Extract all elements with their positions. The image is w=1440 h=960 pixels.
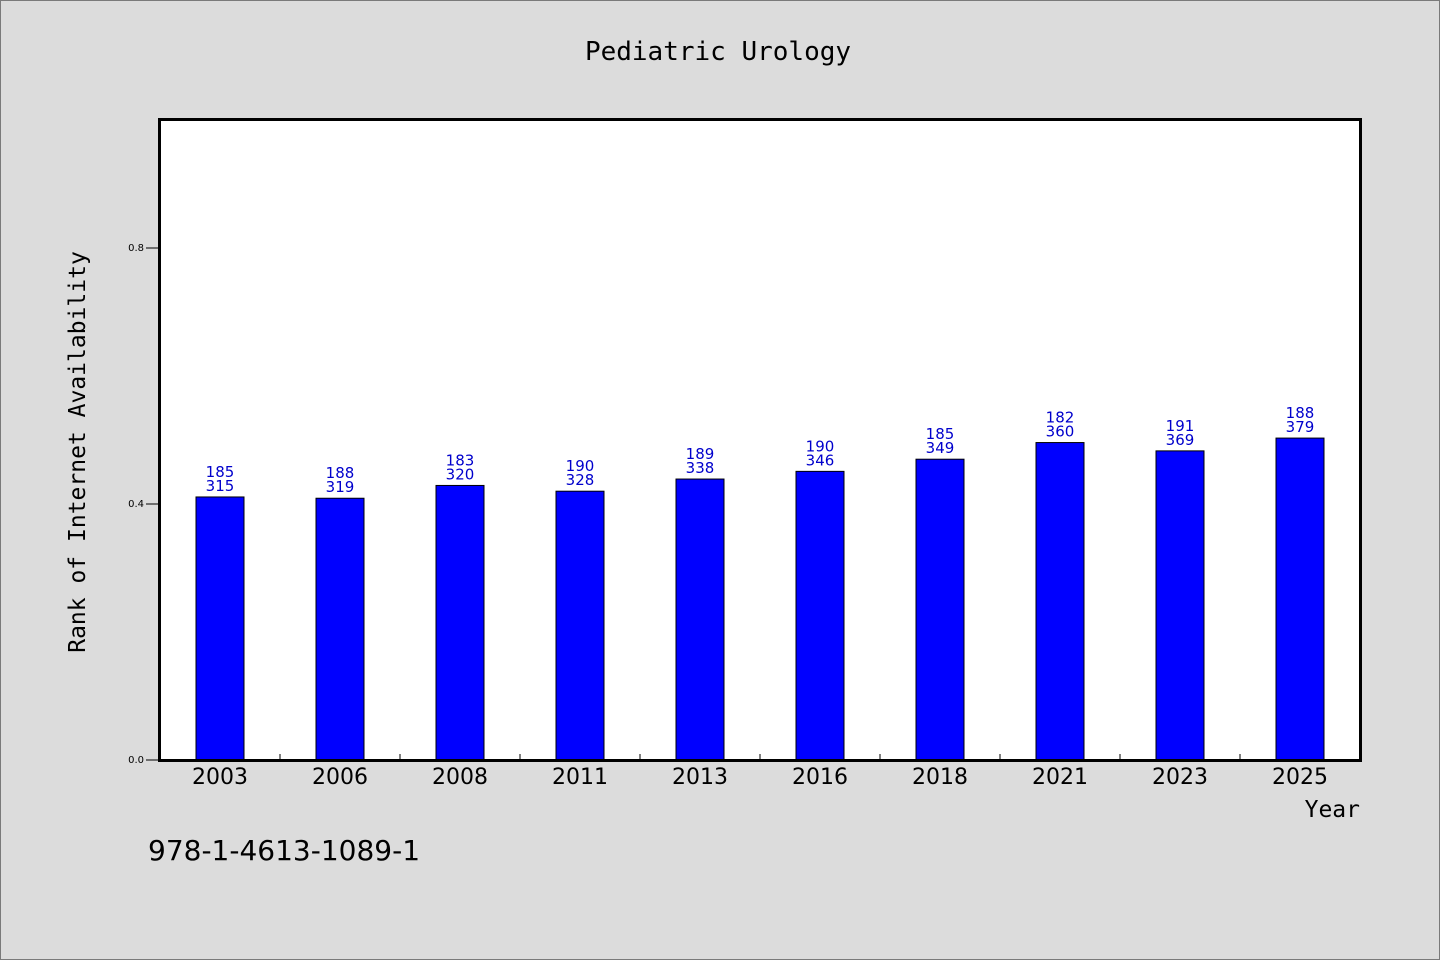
x-tick-label: 2018 — [912, 765, 968, 790]
data-label-bottom: 360 — [1046, 423, 1075, 441]
bar-2018 — [915, 458, 965, 761]
data-label-top: 182 — [1046, 409, 1075, 427]
bar-2011 — [555, 490, 605, 761]
x-tick-label: 2011 — [552, 765, 608, 790]
x-tick-label: 2025 — [1272, 765, 1328, 790]
isbn-text: 978-1-4613-1089-1 — [148, 834, 421, 867]
data-label-bottom: 349 — [926, 439, 955, 457]
bars-group — [195, 437, 1325, 761]
y-axis-label: Rank of Internet Availability — [65, 251, 91, 653]
data-label-top: 190 — [806, 437, 835, 455]
data-label-bottom: 328 — [566, 471, 595, 489]
y-ticks-group: 0.0 0.4 0.8 — [128, 243, 160, 766]
data-label-bottom: 315 — [206, 477, 235, 495]
data-label-bottom: 320 — [446, 465, 475, 483]
bar-2023 — [1155, 450, 1205, 761]
bar-2016 — [795, 470, 845, 761]
x-tick-label: 2016 — [792, 765, 848, 790]
y-tick-label: 0.0 — [128, 755, 144, 766]
data-label-bottom: 379 — [1286, 418, 1315, 436]
bar-2008 — [435, 484, 485, 761]
x-ticks-group: 2003 2006 2008 2011 2013 2016 2018 2021 2023 2025 — [192, 754, 1328, 790]
bar-2003 — [195, 496, 245, 761]
data-label-top: 189 — [686, 445, 715, 463]
data-label-top: 191 — [1166, 417, 1195, 435]
x-tick-label: 2006 — [312, 765, 368, 790]
data-label-top: 183 — [446, 451, 475, 469]
data-label-bottom: 369 — [1166, 431, 1195, 449]
chart-title: Pediatric Urology — [585, 37, 851, 67]
bar-2021 — [1035, 442, 1085, 761]
bar-2025 — [1275, 437, 1325, 761]
data-label-top: 188 — [1286, 404, 1315, 422]
data-label-top: 188 — [326, 464, 355, 482]
data-label-top: 190 — [566, 457, 595, 475]
data-label-bottom: 319 — [326, 478, 355, 496]
y-tick-label: 0.8 — [128, 243, 144, 254]
x-tick-label: 2021 — [1032, 765, 1088, 790]
x-tick-label: 2008 — [432, 765, 488, 790]
plot-border — [158, 118, 1362, 762]
data-label-bottom: 346 — [806, 451, 835, 469]
data-label-top: 185 — [926, 425, 955, 443]
x-tick-label: 2003 — [192, 765, 248, 790]
x-axis-label: Year — [1305, 797, 1360, 823]
data-label-top: 185 — [206, 463, 235, 481]
bar-2006 — [315, 497, 365, 761]
data-label-bottom: 338 — [686, 459, 715, 477]
bar-2013 — [675, 478, 725, 761]
x-tick-label: 2023 — [1152, 765, 1208, 790]
x-tick-label: 2013 — [672, 765, 728, 790]
y-tick-label: 0.4 — [128, 499, 144, 510]
